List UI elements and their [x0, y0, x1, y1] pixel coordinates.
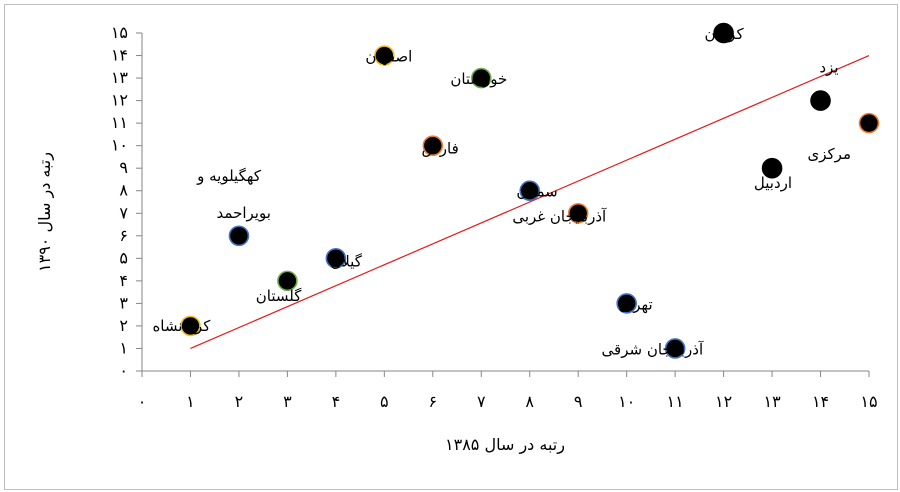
x-tick-label: ۱۲ — [715, 392, 732, 411]
x-tick-label: ۵ — [380, 392, 389, 411]
x-tick-label: ۱۰ — [618, 392, 635, 411]
x-tick-label: ۴ — [332, 392, 341, 411]
x-tick-label: ۱۴ — [812, 392, 829, 411]
scatter-point — [228, 225, 250, 247]
point-label: یزد — [819, 59, 838, 77]
x-tick-label: ۷ — [477, 392, 486, 411]
point-label: اصفهان — [365, 48, 412, 66]
y-tick-label: ۱۱ — [111, 113, 128, 132]
y-tick-label: ۹ — [119, 158, 128, 177]
scatter-point — [470, 67, 492, 89]
y-tick-label: ۱۵ — [111, 23, 128, 42]
y-tick-label: ۵ — [119, 248, 128, 267]
trendline-layer — [190, 54, 870, 350]
point-label: سمنان — [516, 183, 557, 201]
point-label: بویراحمد — [217, 204, 271, 222]
x-tick-label: ۶ — [429, 392, 438, 411]
y-tick-label: ۴ — [119, 271, 128, 290]
point-label: آذربایجان غربی — [512, 207, 607, 225]
point-label: اردبیل — [754, 174, 792, 192]
y-tick-label: ۱۰ — [111, 136, 128, 155]
point-label: گلستان — [256, 287, 302, 305]
y-tick-label: ۱۳ — [111, 68, 129, 87]
y-tick-label: ۷ — [119, 203, 128, 222]
scatter-point — [374, 45, 395, 66]
scatter-point — [713, 22, 734, 44]
point-label: آذربایجان شرقی — [602, 340, 704, 358]
point-label: خوزستان — [450, 70, 507, 88]
x-tick-label: ۱ — [186, 392, 195, 411]
point-labels-layer: کرمانشاه کهگیلویه و بویراحمد گلستان گیلان اصف… — [152, 25, 851, 358]
scatter-point — [519, 180, 541, 202]
y-tick-label: ۰ — [119, 361, 128, 380]
scatter-point — [277, 270, 298, 292]
x-axis-title: رتبه در سال ۱۳۸۵ — [445, 435, 565, 455]
y-tick-label: ۱۲ — [111, 91, 128, 110]
scatter-point — [325, 248, 347, 269]
point-label: کرمانشاه — [152, 317, 211, 335]
x-tick-label: ۱۵ — [860, 392, 877, 411]
point-label: تهران — [618, 295, 653, 313]
point-label: فارس — [422, 140, 459, 158]
points-layer — [180, 22, 880, 359]
y-tick-label: ۶ — [119, 226, 128, 245]
x-tick-label: ۱۳ — [763, 392, 781, 411]
scatter-point — [664, 338, 686, 359]
y-axis-title: رتبه در سال ۱۳۹۰ — [35, 152, 55, 272]
y-tick-label: ۳ — [119, 293, 128, 312]
x-tick-label: ۱۱ — [667, 392, 684, 411]
point-label: کرمان — [705, 25, 745, 43]
y-tick-label: ۱ — [119, 338, 128, 357]
scatter-point — [616, 293, 637, 314]
y-tick-label: ۱۴ — [111, 46, 128, 65]
point-label: مرکزی — [808, 145, 851, 163]
scatter-point — [858, 112, 880, 134]
axes: ۰ ۱ ۲ ۳ ۴ ۵ ۶ ۷ ۸ ۹ ۱۰ ۱۱ ۱۲ ۱۳ ۱۴ ۱۵۰۱۲۳۴۵۶۷۸۹۱۰۱۱۱۲۱۳… — [111, 23, 878, 411]
point-label: گیلان — [330, 252, 362, 270]
point-label: کهگیلویه و — [196, 167, 262, 185]
scatter-point — [567, 202, 589, 224]
trendline — [190, 54, 870, 350]
scatter-point — [180, 315, 201, 337]
scatter-point — [810, 90, 831, 111]
chart-frame — [4, 4, 898, 490]
scatter-point — [422, 135, 444, 156]
x-tick-label: ۲ — [235, 392, 244, 411]
x-tick-label: ۳ — [283, 392, 292, 411]
y-tick-label: ۲ — [119, 316, 128, 335]
x-tick-label: ۹ — [574, 392, 583, 411]
x-tick-label: ۸ — [525, 392, 534, 411]
scatter-point — [761, 157, 783, 179]
x-tick-label: ۰ — [138, 392, 147, 411]
y-tick-label: ۸ — [119, 181, 128, 200]
